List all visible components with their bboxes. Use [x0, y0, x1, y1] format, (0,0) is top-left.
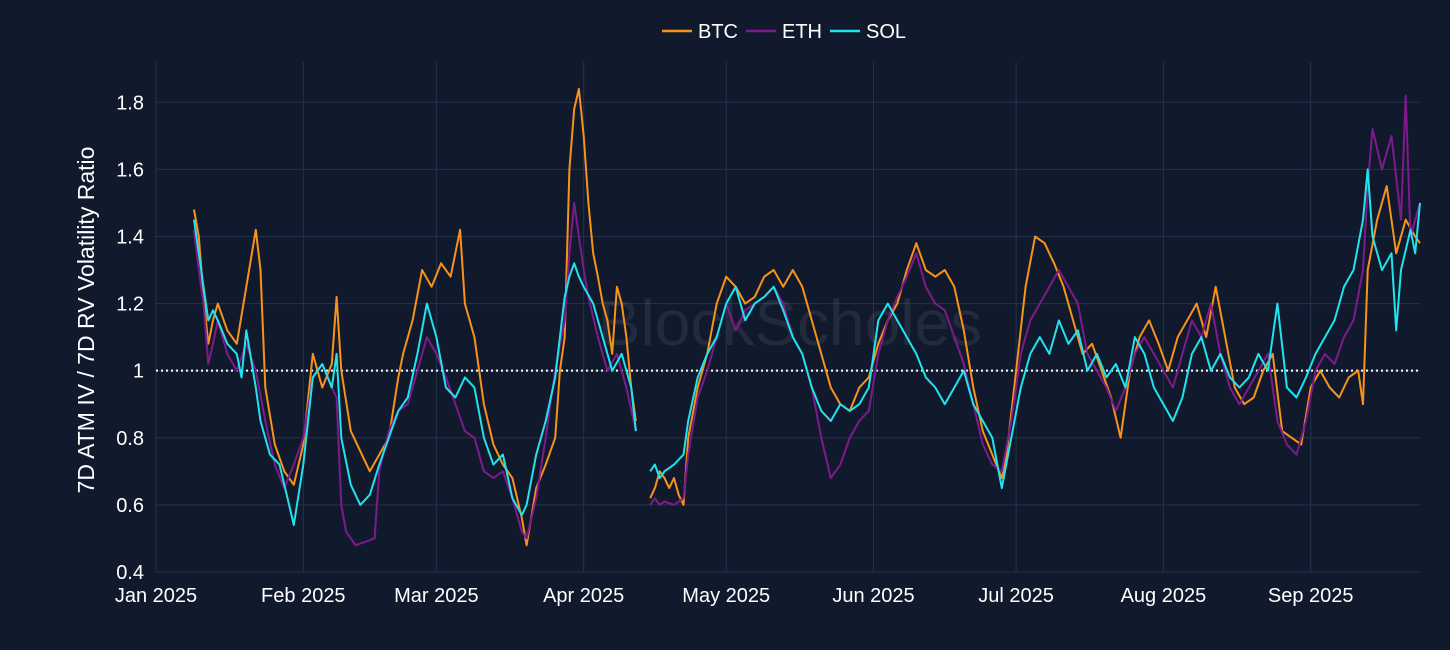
legend[interactable]: BTC ETH SOL — [662, 21, 906, 43]
series-line-btc-2 — [649, 185, 1421, 506]
x-tick-label: Jan 2025 — [115, 585, 197, 607]
y-axis-ticks: 0.4 0.6 0.8 1 1.2 1.4 1.6 1.8 — [116, 92, 144, 584]
y-axis-title: 7D ATM IV / 7D RV Volatility Ratio — [73, 147, 99, 494]
legend-item-sol[interactable]: SOL — [830, 21, 906, 43]
series-sol — [193, 168, 1421, 526]
y-tick-label: 1 — [133, 361, 144, 383]
legend-label: SOL — [866, 21, 906, 43]
series-line-eth-1 — [193, 201, 637, 547]
x-tick-label: Feb 2025 — [261, 585, 346, 607]
x-tick-label: Mar 2025 — [394, 585, 479, 607]
series-line-btc-1 — [193, 87, 637, 547]
y-tick-label: 0.8 — [116, 428, 144, 450]
y-tick-label: 1.6 — [116, 159, 144, 181]
watermark: BlockScholes — [598, 287, 982, 359]
legend-label: BTC — [698, 21, 738, 43]
y-tick-label: 0.4 — [116, 562, 144, 584]
x-axis-ticks: Jan 2025 Feb 2025 Mar 2025 Apr 2025 May 2025… — [115, 585, 1354, 607]
series-line-sol-2 — [649, 168, 1421, 490]
x-tick-label: Jun 2025 — [832, 585, 914, 607]
x-tick-label: Sep 2025 — [1268, 585, 1354, 607]
legend-item-btc[interactable]: BTC — [662, 21, 738, 43]
series-btc — [193, 87, 1421, 547]
legend-item-eth[interactable]: ETH — [746, 21, 822, 43]
series-line-sol-1 — [193, 219, 637, 526]
x-tick-label: Jul 2025 — [978, 585, 1054, 607]
legend-label: ETH — [782, 21, 822, 43]
series-layer — [193, 87, 1421, 547]
x-tick-label: Apr 2025 — [543, 585, 624, 607]
y-tick-label: 1.2 — [116, 294, 144, 316]
x-tick-label: Aug 2025 — [1121, 585, 1207, 607]
y-tick-label: 1.8 — [116, 92, 144, 114]
y-tick-label: 0.6 — [116, 495, 144, 517]
x-tick-label: May 2025 — [682, 585, 770, 607]
y-tick-label: 1.4 — [116, 226, 144, 248]
